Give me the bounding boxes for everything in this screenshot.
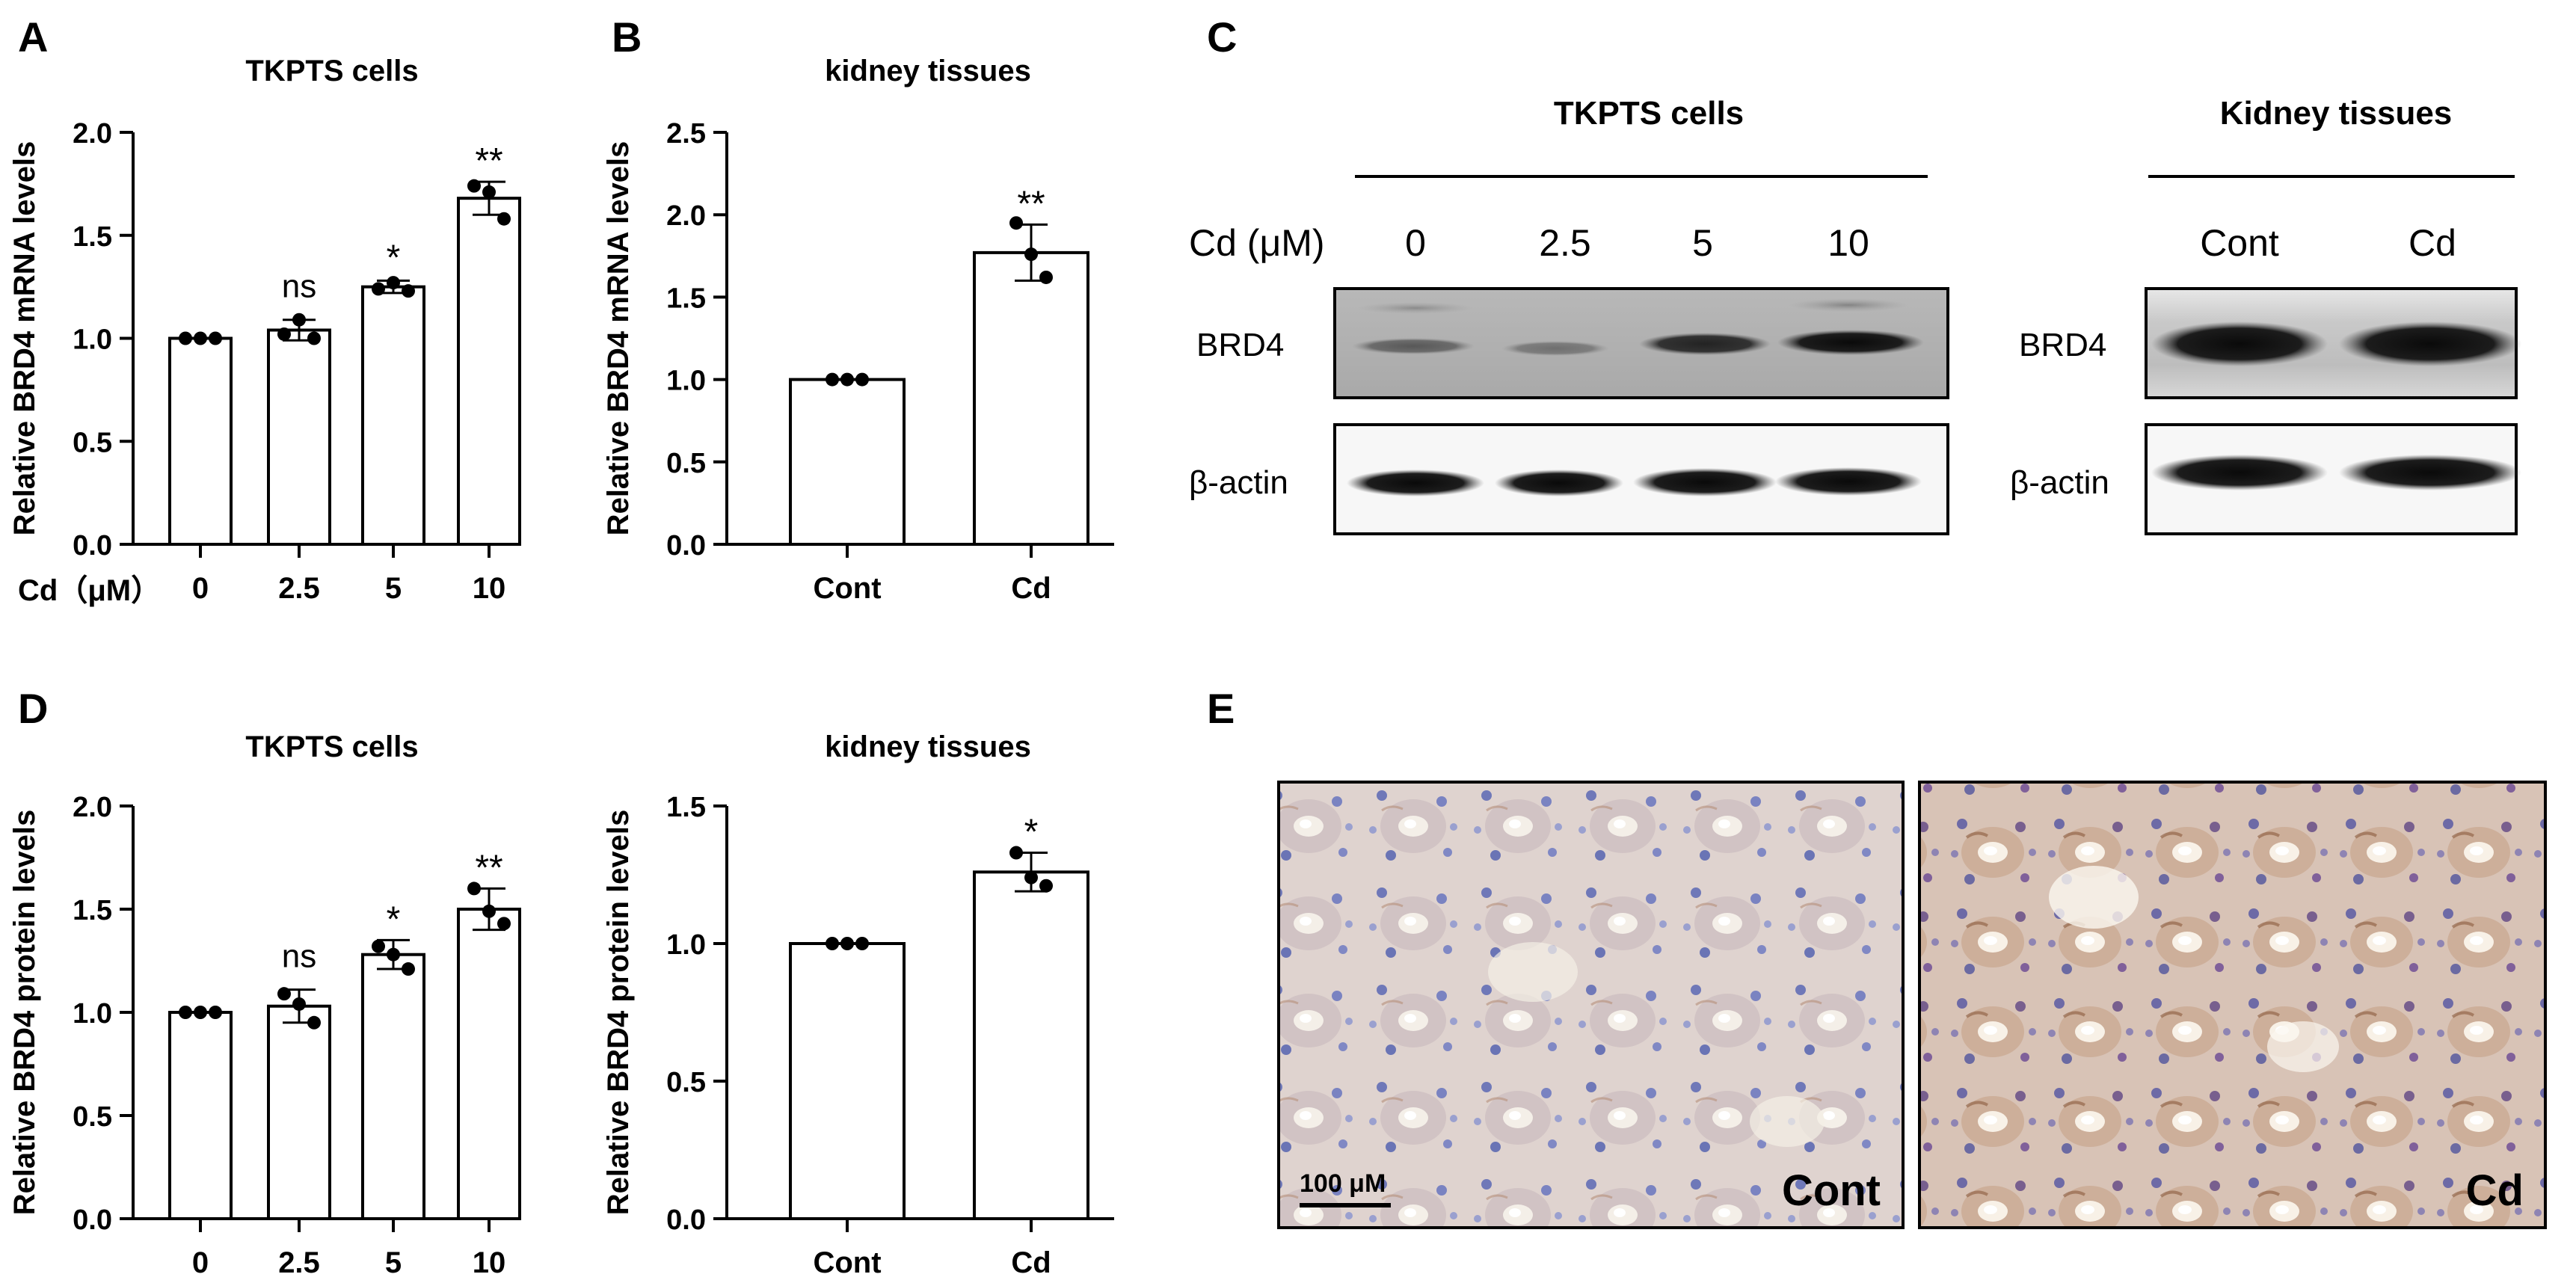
blot-group-cont: Cont	[2200, 222, 2279, 264]
blot-tissue-brd4	[2145, 287, 2521, 399]
panel-letter-e: E	[1207, 685, 1235, 732]
blot-tissue-row-actin: β-actin	[2010, 464, 2109, 501]
panel-letter-c: C	[1207, 13, 1238, 61]
blot-tissue-actin	[2145, 423, 2521, 535]
blot-dose-2-5: 2.5	[1539, 222, 1591, 264]
blot-dose-0: 0	[1405, 222, 1426, 264]
blot-tissue-title: Kidney tissues	[2220, 95, 2453, 132]
blot-cells-actin	[1333, 423, 1949, 535]
blot-row-brd4: BRD4	[1196, 327, 1284, 363]
blot-dose-5: 5	[1692, 222, 1713, 264]
blot-row-actin: β-actin	[1189, 464, 1288, 501]
blot-dose-label: Cd (μM)	[1189, 222, 1325, 264]
blot-tissue-row-brd4: BRD4	[2019, 327, 2106, 363]
blot-group-cd: Cd	[2409, 222, 2456, 264]
blot-dose-10: 10	[1828, 222, 1869, 264]
panel-letter-a: A	[18, 13, 49, 61]
panel-letter-d: D	[18, 685, 49, 732]
blot-cells-title: TKPTS cells	[1554, 95, 1744, 132]
panel-letter-b: B	[612, 13, 642, 61]
blot-cells-brd4	[1333, 287, 1949, 399]
